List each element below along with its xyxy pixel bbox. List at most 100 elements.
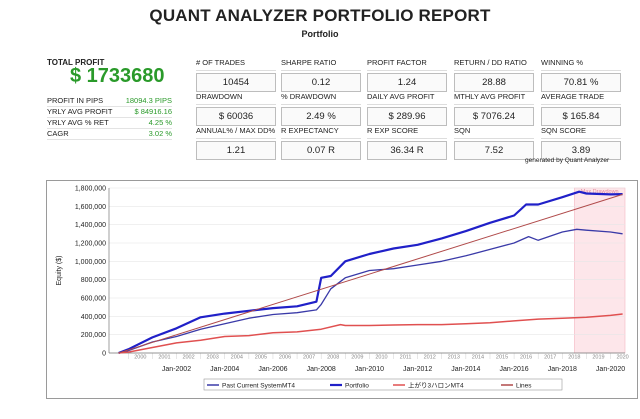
stat-drawdown: DRAWDOWN $ 60036 xyxy=(196,92,276,126)
stat-label: DAILY AVG PROFIT xyxy=(367,92,447,105)
stat-r-exp-score: R EXP SCORE 36.34 R xyxy=(367,126,447,160)
series-line-0 xyxy=(118,228,623,354)
stat-label: SQN SCORE xyxy=(541,126,621,139)
stat-label: % DRAWDOWN xyxy=(281,92,361,105)
year-label: 2007 xyxy=(303,355,315,361)
x-date-tick-label: Jan-2010 xyxy=(355,366,384,373)
summary-label: CAGR xyxy=(47,129,69,138)
y-tick-label: 800,000 xyxy=(81,277,106,284)
legend-entry-label: Portfolio xyxy=(345,383,369,390)
year-label: 2017 xyxy=(544,355,556,361)
drawdown-highlight-label: Max Drawdown xyxy=(581,189,619,195)
year-label: 2006 xyxy=(279,355,291,361)
stat-value: 7.52 xyxy=(454,141,534,160)
stat-r-expectancy: R EXPECTANCY 0.07 R xyxy=(281,126,361,160)
stat-value: 36.34 R xyxy=(367,141,447,160)
year-label: 2000 xyxy=(134,355,146,361)
year-label: 2020 xyxy=(616,355,628,361)
y-tick-label: 1,800,000 xyxy=(75,186,106,193)
summary-label: YRLY AVG PROFIT xyxy=(47,107,113,116)
drawdown-highlight xyxy=(574,187,626,354)
x-date-tick-label: Jan-2018 xyxy=(548,366,577,373)
total-profit-label: TOTAL PROFIT xyxy=(47,58,105,67)
stat-label: RETURN / DD RATIO xyxy=(454,58,534,71)
stat-label: AVERAGE TRADE xyxy=(541,92,621,105)
y-tick-label: 1,000,000 xyxy=(75,259,106,266)
stat-sqn: SQN 7.52 xyxy=(454,126,534,160)
x-date-tick-label: Jan-2008 xyxy=(307,366,336,373)
stat-sharpe-ratio: SHARPE RATIO 0.12 xyxy=(281,58,361,92)
stat-label: MTHLY AVG PROFIT xyxy=(454,92,534,105)
summary-label: YRLY AVG % RET xyxy=(47,118,109,127)
report-title: QUANT ANALYZER PORTFOLIO REPORT xyxy=(149,6,491,25)
stat-value: 10454 xyxy=(196,73,276,92)
year-label: 2010 xyxy=(375,355,387,361)
stat-label: DRAWDOWN xyxy=(196,92,276,105)
generated-by-note: generated by Quant Analyzer xyxy=(525,157,610,164)
legend-entry-label: Lines xyxy=(516,383,532,390)
stat-value: 70.81 % xyxy=(541,73,621,92)
year-label: 2004 xyxy=(231,355,243,361)
year-label: 2008 xyxy=(327,355,339,361)
year-label: 2011 xyxy=(400,355,412,361)
stat-value: 3.89 xyxy=(541,141,621,160)
x-date-tick-label: Jan-2016 xyxy=(499,366,528,373)
stat-num-trades: # OF TRADES 10454 xyxy=(196,58,276,92)
stat-value: 1.24 xyxy=(367,73,447,92)
y-tick-label: 1,600,000 xyxy=(75,204,106,211)
summary-row-yrly-avg-ret: YRLY AVG % RET 4.25 % xyxy=(47,118,172,129)
stat-winning-pct: WINNING % 70.81 % xyxy=(541,58,621,92)
stat-pct-drawdown: % DRAWDOWN 2.49 % xyxy=(281,92,361,126)
series-line-1 xyxy=(118,190,623,355)
stat-value: 2.49 % xyxy=(281,107,361,126)
stat-label: WINNING % xyxy=(541,58,621,71)
equity-chart-frame: Max Drawdown 0 200,000 400,000 600,000 800,00… xyxy=(46,180,638,399)
summary-label: PROFIT IN PIPS xyxy=(47,96,104,105)
x-date-tick-label: Jan-2004 xyxy=(210,366,239,373)
y-tick-label: 600,000 xyxy=(81,296,106,303)
stat-label: R EXPECTANCY xyxy=(281,126,361,139)
summary-value: 4.25 % xyxy=(148,118,172,127)
stat-return-dd-ratio: RETURN / DD RATIO 28.88 xyxy=(454,58,534,92)
year-label: 2018 xyxy=(568,355,580,361)
x-date-tick-label: Jan-2002 xyxy=(162,366,191,373)
summary-row-yrly-avg-profit: YRLY AVG PROFIT $ 84916.16 xyxy=(47,107,172,118)
x-date-tick-label: Jan-2006 xyxy=(258,366,287,373)
stat-label: R EXP SCORE xyxy=(367,126,447,139)
x-date-tick-label: Jan-2012 xyxy=(403,366,432,373)
y-tick-label: 1,200,000 xyxy=(75,241,106,248)
series-line-2 xyxy=(118,313,623,354)
y-tick-label: 0 xyxy=(102,351,106,358)
summary-value: 18094.3 PIPS xyxy=(125,96,172,105)
stat-daily-avg-profit: DAILY AVG PROFIT $ 289.96 xyxy=(367,92,447,126)
stat-label: SHARPE RATIO xyxy=(281,58,361,71)
year-label: 2001 xyxy=(158,355,170,361)
year-label: 2005 xyxy=(255,355,267,361)
year-label: 2003 xyxy=(207,355,219,361)
stat-label: ANNUAL% / MAX DD% xyxy=(196,126,276,139)
x-date-tick-label: Jan-2014 xyxy=(451,366,480,373)
legend-box xyxy=(203,378,563,391)
year-label: 2016 xyxy=(520,355,532,361)
legend-entry-label: 上がり3ハロンMT4 xyxy=(408,381,464,390)
stat-annual-max-dd: ANNUAL% / MAX DD% 1.21 xyxy=(196,126,276,160)
stat-value: 0.07 R xyxy=(281,141,361,160)
legend-entry-label: Past Current SystemMT4 xyxy=(222,383,295,390)
year-label: 2015 xyxy=(496,355,508,361)
series-line-3 xyxy=(118,193,623,354)
stat-label: SQN xyxy=(454,126,534,139)
y-tick-label: 400,000 xyxy=(81,314,106,321)
summary-row-cagr: CAGR 3.02 % xyxy=(47,129,172,140)
summary-row-pips: PROFIT IN PIPS 18094.3 PIPS xyxy=(47,96,172,107)
stat-sqn-score: SQN SCORE 3.89 xyxy=(541,126,621,160)
report-subtitle: Portfolio xyxy=(301,29,339,39)
year-label: 2019 xyxy=(592,355,604,361)
equity-chart: Max Drawdown 0 200,000 400,000 600,000 800,00… xyxy=(56,186,629,391)
year-label: 2002 xyxy=(182,355,194,361)
stat-profit-factor: PROFIT FACTOR 1.24 xyxy=(367,58,447,92)
stat-average-trade: AVERAGE TRADE $ 165.84 xyxy=(541,92,621,126)
year-label: 2009 xyxy=(351,355,363,361)
stat-label: # OF TRADES xyxy=(196,58,276,71)
y-axis-label: Equity ($) xyxy=(56,256,63,286)
summary-value: 3.02 % xyxy=(148,129,172,138)
